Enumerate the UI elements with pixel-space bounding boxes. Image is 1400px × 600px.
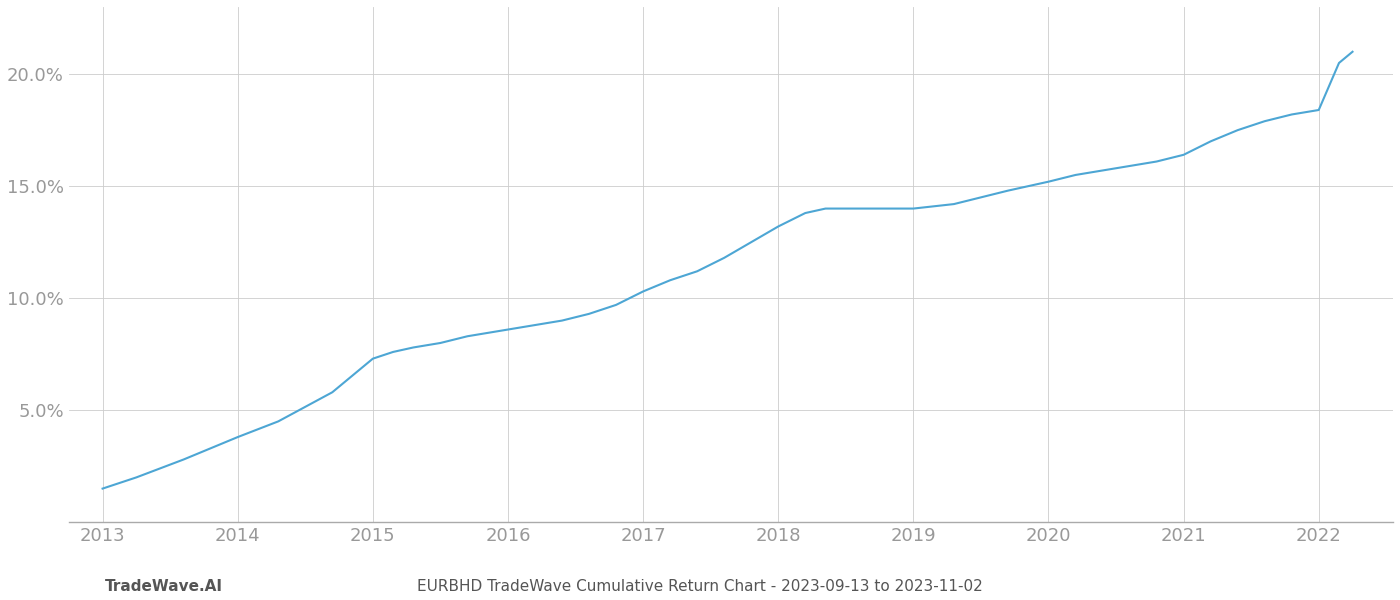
- Text: TradeWave.AI: TradeWave.AI: [105, 579, 223, 594]
- Text: EURBHD TradeWave Cumulative Return Chart - 2023-09-13 to 2023-11-02: EURBHD TradeWave Cumulative Return Chart…: [417, 579, 983, 594]
